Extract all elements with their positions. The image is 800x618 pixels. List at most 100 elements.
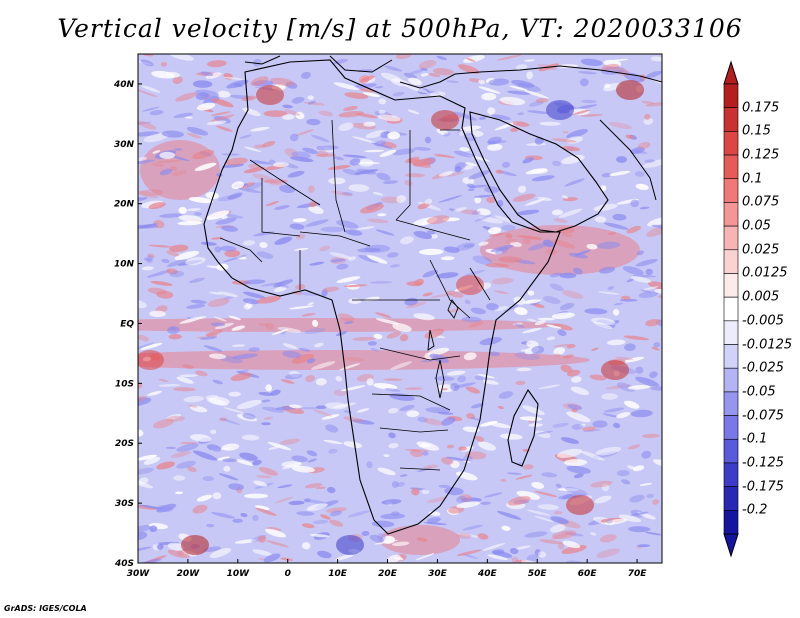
field-cell bbox=[457, 64, 480, 74]
field-cell bbox=[173, 475, 186, 481]
field-cell bbox=[430, 233, 438, 239]
field-cell bbox=[309, 261, 325, 266]
field-cell bbox=[453, 150, 475, 158]
field-cell bbox=[330, 258, 346, 263]
colorbar-swatch bbox=[723, 462, 739, 487]
field-cell bbox=[478, 241, 489, 246]
field-cell bbox=[289, 404, 302, 409]
field-cell bbox=[228, 315, 241, 321]
field-cell bbox=[558, 208, 583, 218]
field-cell bbox=[642, 286, 659, 291]
field-cell bbox=[571, 423, 584, 430]
field-cell bbox=[527, 242, 549, 251]
lat-tick-label: 30N bbox=[114, 140, 135, 150]
field-cell bbox=[284, 373, 303, 380]
field-cell bbox=[138, 342, 155, 351]
field-cell bbox=[406, 301, 427, 308]
field-cell bbox=[195, 370, 208, 377]
field-cell bbox=[138, 131, 160, 137]
field-spot bbox=[138, 350, 164, 370]
colorbar-label: 0.125 bbox=[742, 147, 780, 163]
field-cell bbox=[216, 125, 233, 132]
field-cell bbox=[489, 351, 501, 357]
lon-tick-label: 70E bbox=[628, 569, 648, 579]
field-cell bbox=[167, 542, 185, 551]
colorbar-label: 0.005 bbox=[742, 289, 780, 305]
field-cell bbox=[196, 494, 213, 502]
field-cell bbox=[287, 170, 305, 178]
field-cell bbox=[505, 233, 513, 239]
field-cell bbox=[437, 411, 454, 415]
field-cell bbox=[551, 312, 575, 319]
field-cell bbox=[649, 371, 658, 379]
field-cell bbox=[454, 162, 467, 170]
field-cell bbox=[387, 408, 399, 414]
field-cell bbox=[471, 210, 481, 215]
field-cell bbox=[343, 416, 365, 423]
field-cell bbox=[623, 335, 650, 341]
field-cell bbox=[354, 169, 379, 175]
field-cell bbox=[468, 188, 475, 191]
field-cell bbox=[448, 208, 458, 212]
field-cell bbox=[188, 404, 198, 408]
lon-tick-label: 10E bbox=[328, 569, 348, 579]
field-cell bbox=[321, 289, 328, 297]
field-cell bbox=[218, 291, 238, 298]
field-cell bbox=[151, 162, 164, 167]
field-cell bbox=[375, 318, 400, 325]
lat-tick-label: 20S bbox=[115, 439, 134, 449]
field-cell bbox=[474, 196, 482, 204]
field-cell bbox=[556, 448, 583, 458]
field-cell bbox=[179, 374, 198, 378]
field-cell bbox=[515, 380, 526, 386]
colorbar-swatch bbox=[723, 415, 739, 440]
field-cell bbox=[291, 455, 308, 463]
field-cell bbox=[256, 251, 274, 259]
field-cell bbox=[574, 104, 598, 110]
field-cell bbox=[459, 147, 470, 152]
field-cell bbox=[375, 86, 384, 89]
field-cell bbox=[200, 241, 217, 246]
field-cell bbox=[253, 480, 268, 487]
field-cell bbox=[194, 162, 217, 171]
field-cell bbox=[584, 308, 608, 315]
colorbar-label: 0.075 bbox=[742, 194, 780, 210]
field-cell bbox=[630, 409, 653, 418]
field-cell bbox=[621, 479, 631, 485]
field-cell bbox=[603, 407, 625, 413]
field-cell bbox=[488, 78, 510, 86]
field-cell bbox=[274, 236, 293, 245]
field-cell bbox=[500, 478, 507, 482]
field-cell bbox=[526, 340, 539, 348]
field-cell bbox=[140, 59, 154, 67]
field-cell bbox=[464, 299, 471, 305]
field-cell bbox=[640, 289, 652, 293]
field-spot bbox=[616, 80, 644, 100]
field-cell bbox=[418, 248, 444, 256]
field-cell bbox=[562, 233, 574, 237]
field-cell bbox=[562, 354, 574, 359]
field-cell bbox=[379, 149, 397, 157]
field-cell bbox=[535, 430, 554, 435]
field-cell bbox=[242, 413, 256, 420]
field-cell bbox=[416, 537, 428, 542]
field-cell bbox=[310, 134, 330, 143]
field-cell bbox=[338, 363, 361, 371]
field-cell bbox=[446, 80, 459, 84]
field-cell bbox=[166, 415, 185, 422]
field-cell bbox=[499, 96, 526, 106]
field-cell bbox=[212, 492, 222, 500]
field-cell bbox=[551, 138, 577, 143]
field-cell bbox=[360, 75, 375, 82]
field-cell bbox=[360, 203, 384, 214]
field-cell bbox=[409, 69, 424, 75]
field-cell bbox=[259, 241, 268, 249]
field-cell bbox=[553, 218, 568, 223]
field-cell bbox=[424, 198, 433, 205]
field-cell bbox=[443, 132, 451, 137]
field-cell bbox=[657, 295, 662, 299]
field-cell bbox=[185, 256, 206, 266]
field-cell bbox=[570, 386, 590, 396]
field-cell bbox=[364, 149, 385, 153]
